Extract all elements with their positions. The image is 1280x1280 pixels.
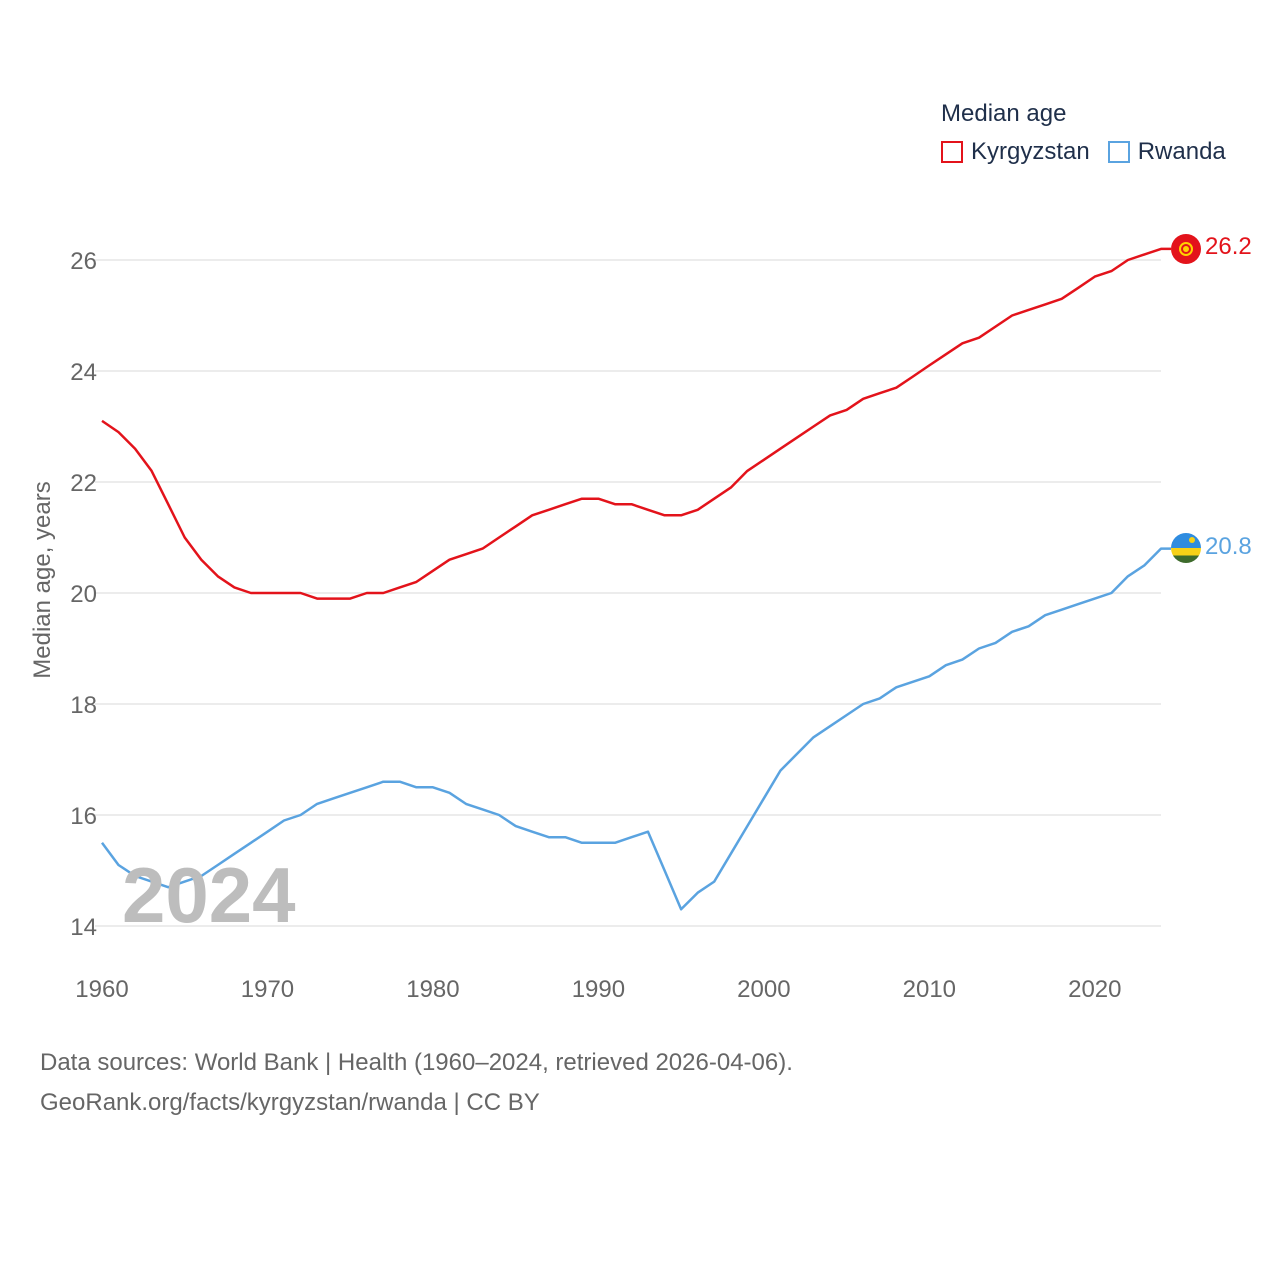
url-line: GeoRank.org/facts/kyrgyzstan/rwanda | CC…: [40, 1089, 540, 1116]
series-line-rwanda: [100, 547, 1171, 911]
source-line: Data sources: World Bank | Health (1960–…: [40, 1049, 793, 1076]
y-tick-label: 16: [70, 803, 97, 830]
rwanda-swatch: [1107, 141, 1130, 163]
rwanda-flag-icon: [1171, 533, 1201, 563]
y-tick-label: 18: [70, 692, 97, 719]
legend-title: Median age: [941, 100, 1067, 127]
series-lines: [100, 247, 1171, 911]
y-tick-label: 14: [70, 914, 97, 941]
legend-label-kyrgyzstan: Kyrgyzstan: [971, 138, 1090, 165]
x-tick-label: 1970: [241, 976, 294, 1003]
footer: Data sources: World Bank | Health (1960–…: [40, 1043, 793, 1123]
y-tick-label: 22: [70, 470, 97, 497]
y-tick-label: 20: [70, 581, 97, 608]
legend: Median age Kyrgyzstan Rwanda: [941, 100, 1244, 166]
x-tick-label: 2020: [1068, 976, 1121, 1003]
kyrgyzstan-flag-icon: [1171, 234, 1201, 264]
kyrgyzstan-swatch: [941, 141, 963, 163]
legend-item-kyrgyzstan[interactable]: Kyrgyzstan: [941, 138, 1090, 166]
kyrgyzstan-end-label: 26.2: [1205, 233, 1252, 260]
year-watermark: 2024: [122, 851, 296, 939]
y-axis-label: Median age, years: [29, 481, 56, 678]
x-axis-ticks: 1960 1970 1980 1990 2000 2010 2020: [75, 976, 1121, 1003]
x-tick-label: 2000: [737, 976, 790, 1003]
y-tick-label: 26: [70, 248, 97, 275]
x-tick-label: 1980: [406, 976, 459, 1003]
y-tick-label: 24: [70, 359, 97, 386]
legend-item-rwanda[interactable]: Rwanda: [1107, 138, 1226, 166]
legend-label-rwanda: Rwanda: [1137, 138, 1226, 165]
y-axis-ticks: 14 16 18 20 22 24 26: [70, 248, 97, 941]
x-tick-label: 1960: [75, 976, 128, 1003]
series-end-markers: 26.2 20.8: [1171, 233, 1252, 563]
x-tick-label: 1990: [572, 976, 625, 1003]
rwanda-end-label: 20.8: [1205, 533, 1252, 560]
series-line-kyrgyzstan: [101, 247, 1171, 600]
x-tick-label: 2010: [903, 976, 956, 1003]
